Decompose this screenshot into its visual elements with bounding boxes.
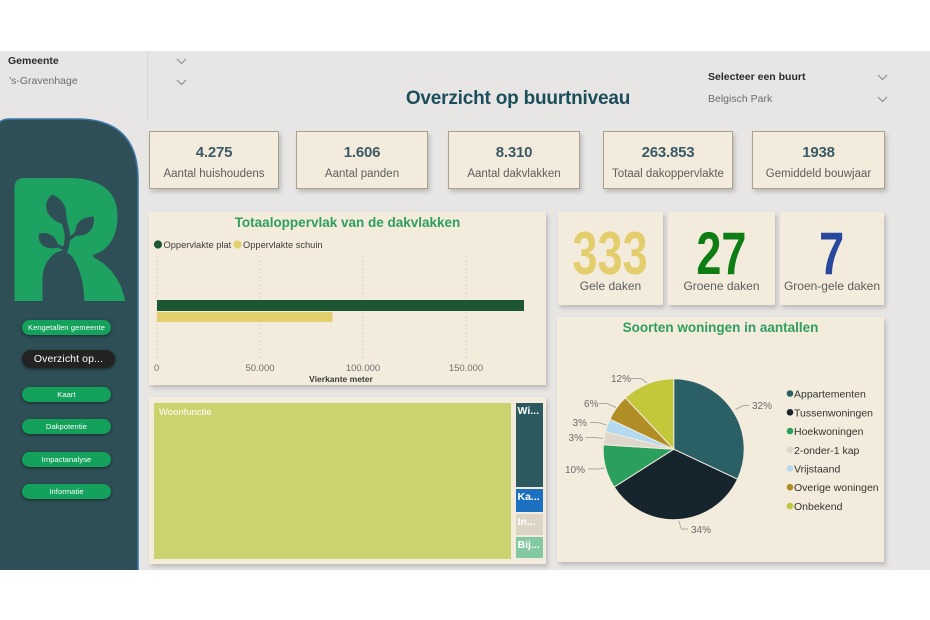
svg-text:Vierkante meter: Vierkante meter (309, 374, 373, 384)
svg-text:150.000: 150.000 (449, 363, 483, 374)
svg-text:Appartementen: Appartementen (794, 389, 866, 401)
svg-text:100.000: 100.000 (346, 363, 380, 374)
svg-text:Vrijstaand: Vrijstaand (794, 464, 840, 476)
svg-text:0: 0 (154, 363, 159, 374)
svg-text:Tussenwoningen: Tussenwoningen (794, 407, 873, 419)
svg-text:Oppervlakte schuin: Oppervlakte schuin (243, 240, 323, 250)
svg-text:Overige woningen: Overige woningen (794, 482, 879, 494)
svg-text:2-onder-1 kap: 2-onder-1 kap (794, 445, 860, 457)
svg-text:Onbekend: Onbekend (794, 501, 843, 513)
svg-text:50.000: 50.000 (245, 363, 274, 374)
svg-text:10%: 10% (565, 465, 585, 476)
svg-text:3%: 3% (569, 433, 584, 444)
svg-text:34%: 34% (691, 525, 711, 536)
svg-text:Oppervlakte plat: Oppervlakte plat (164, 240, 232, 250)
svg-text:3%: 3% (573, 418, 588, 429)
svg-text:Hoekwoningen: Hoekwoningen (794, 426, 864, 438)
svg-text:12%: 12% (611, 374, 631, 385)
svg-text:6%: 6% (584, 399, 599, 410)
svg-text:32%: 32% (752, 401, 772, 412)
